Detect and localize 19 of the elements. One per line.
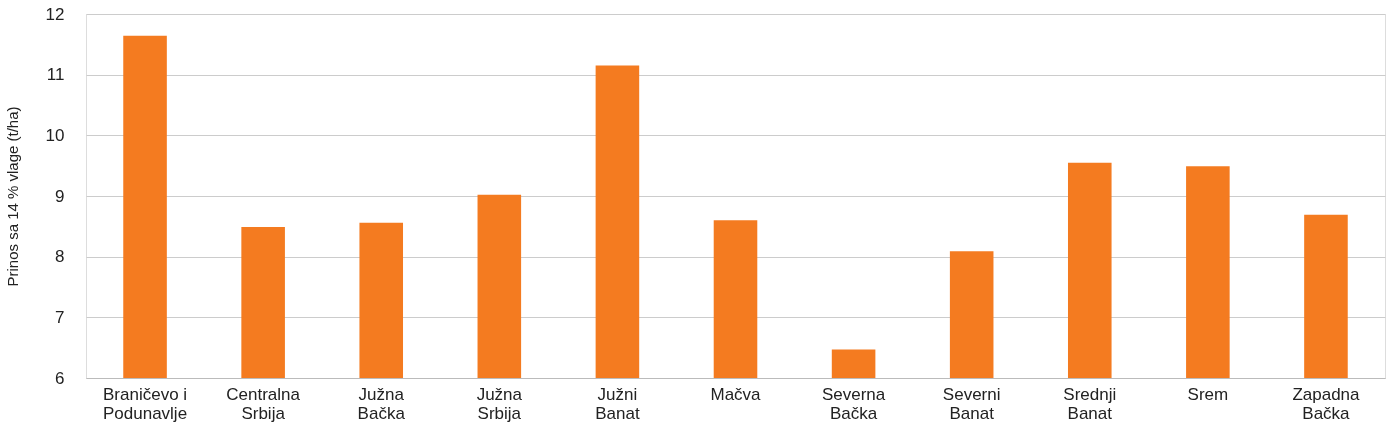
- y-tick-label: 8: [55, 247, 65, 267]
- y-axis-title: Prinos sa 14 % vlage (t/ha): [3, 106, 21, 287]
- x-tick-label: Srem: [1187, 384, 1229, 404]
- y-tick-label: 12: [45, 4, 65, 24]
- x-tick-label: Južna Srbija: [476, 384, 523, 423]
- x-tick-label: Mačva: [710, 384, 762, 404]
- x-tick-label: Severna Bačka: [821, 384, 886, 423]
- x-tick-label: Severni Banat: [942, 384, 1001, 423]
- x-tick-label: Južni Banat: [595, 384, 640, 423]
- x-tick-label: Braničevo i Podunavlje: [102, 384, 188, 423]
- x-tick-label: Zapadna Bačka: [1292, 384, 1361, 423]
- y-tick-label: 7: [55, 307, 65, 327]
- x-tick-label: Centralna Srbija: [226, 384, 301, 423]
- x-tick-label: Srednji Banat: [1063, 384, 1117, 423]
- y-tick-label: 9: [55, 186, 65, 206]
- y-tick-label: 6: [55, 368, 65, 388]
- y-tick-label: 10: [45, 125, 65, 145]
- x-tick-label: Južna Bačka: [357, 384, 406, 423]
- y-tick-label: 11: [46, 65, 65, 85]
